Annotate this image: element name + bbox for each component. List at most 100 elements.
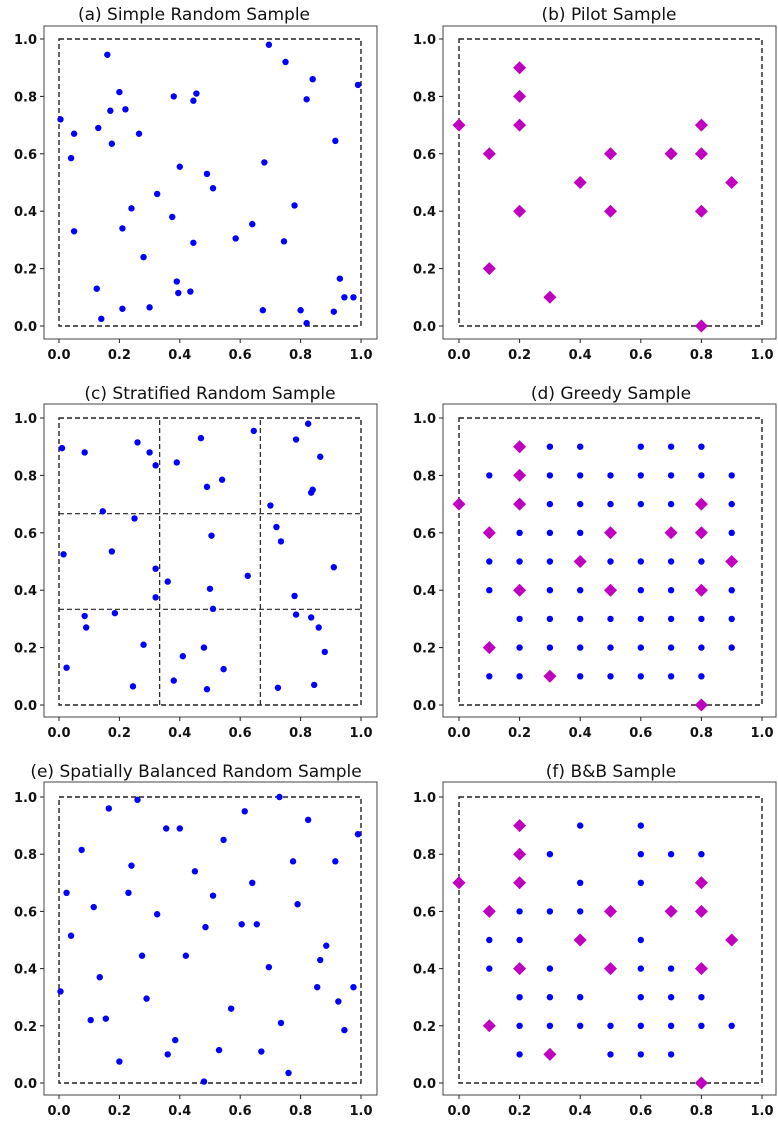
data-point-diamond [694,876,708,890]
data-point-circle [516,529,523,536]
data-point-circle [164,578,171,585]
data-point-circle [667,851,675,858]
data-point-circle [81,449,88,456]
data-point-circle [98,315,105,323]
domain-boundary [58,417,362,706]
data-point-circle [667,1022,675,1029]
data-point-circle [516,1051,523,1058]
data-point-circle [332,137,339,145]
axes-frame [43,25,378,340]
data-point-diamond [513,468,527,482]
chart-bb-sample: (f) B&B Sample 0.0 0.2 0.4 0.6 0.8 1.00.00.20… [413,762,777,1119]
x-tick-label: 0.8 [690,1104,713,1119]
plot-area: 0.0 0.2 0.4 0.6 0.8 1.0 0.0 0.2 0.4 0.6 0.8 1.0 [413,403,777,741]
data-point-circle [637,500,644,508]
data-point-circle [341,1026,348,1034]
data-point-circle [486,936,493,944]
y-tick-label: 0.6 [14,527,37,542]
data-point-diamond [482,641,496,655]
data-point-circle [546,529,554,536]
data-point-diamond [604,147,617,161]
data-point-circle [577,879,584,886]
data-point-circle [206,585,214,592]
data-point-circle [304,420,312,427]
y-tick-label: 0.8 [413,469,436,484]
data-point-circle [317,956,324,964]
data-point-circle [190,239,197,246]
data-point-circle [307,614,315,621]
y-tick-label: 0.2 [413,642,436,657]
data-point-circle [637,1022,644,1029]
data-point-circle [134,796,141,804]
data-point-circle [173,459,180,466]
y-tick-label: 1.0 [14,791,37,806]
data-point-diamond [513,962,527,976]
data-point-circle [116,88,123,96]
data-point-circle [169,213,176,221]
data-point-circle [516,673,523,680]
data-point-circle [164,1051,171,1058]
data-point-circle [698,851,705,858]
data-point-circle [607,615,614,623]
data-point-circle [146,449,153,456]
data-point-circle [170,677,177,684]
data-point-diamond [694,204,708,218]
data-point-circle [667,443,675,450]
data-point-circle [249,879,256,886]
data-point-diamond [482,262,496,276]
data-point-diamond [694,147,708,161]
x-tick-label: 0.6 [229,348,252,363]
data-point-circle [728,615,735,623]
data-point-circle [315,624,322,631]
data-point-circle [70,228,78,235]
data-point-circle [577,500,584,508]
data-point-circle [577,644,584,651]
data-point-circle [516,644,523,651]
data-point-diamond [664,147,678,161]
data-point-diamond [604,583,617,597]
data-point-diamond [543,290,557,304]
data-point-circle [728,529,735,536]
data-point-circle [285,1069,292,1077]
data-point-circle [128,862,135,869]
data-point-circle [203,686,211,693]
series-circle [486,822,735,1058]
data-point-circle [486,965,493,972]
y-tick-label: 0.8 [14,469,37,484]
data-point-circle [105,805,113,812]
data-point-circle [577,472,584,479]
data-point-circle [667,558,675,565]
data-point-diamond [513,847,527,861]
data-point-circle [119,305,126,312]
plot-area: 0.0 0.2 0.4 0.6 0.8 1.0 0.0 0.2 0.4 0.6 0.8 1.0 [14,781,378,1119]
y-tick-label: 1.0 [14,412,37,427]
x-tick-label: 1.0 [349,348,372,363]
data-point-circle [637,994,644,1001]
data-point-circle [698,615,705,623]
data-point-circle [516,615,523,623]
data-point-circle [637,822,644,829]
data-point-diamond [694,904,708,918]
data-point-diamond [513,118,527,132]
data-point-circle [128,205,135,212]
data-point-diamond [513,497,527,511]
data-point-circle [107,107,114,114]
data-point-circle [57,988,64,995]
data-point-circle [190,97,197,104]
data-point-circle [698,673,705,680]
y-tick-label: 0.4 [14,963,37,978]
data-point-circle [546,472,554,479]
data-point-circle [135,130,143,137]
y-tick-label: 0.6 [413,527,436,542]
data-point-circle [667,673,675,680]
data-point-circle [152,594,159,601]
data-point-circle [321,648,328,656]
data-point-diamond [543,1047,557,1061]
data-point-diamond [604,204,617,218]
data-point-circle [116,1058,123,1065]
data-point-circle [546,558,554,565]
data-point-circle [577,587,584,594]
data-point-diamond [694,698,708,712]
data-point-circle [261,159,268,166]
data-point-circle [667,644,675,651]
